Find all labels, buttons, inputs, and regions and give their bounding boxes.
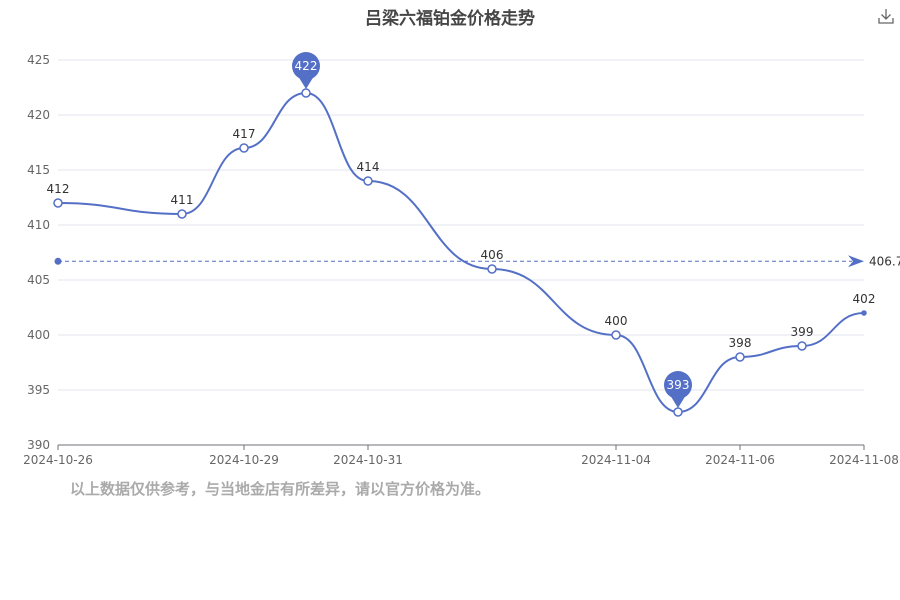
x-tick-label: 2024-10-26 (23, 453, 93, 467)
x-tick-label: 2024-11-06 (705, 453, 775, 467)
data-point (53, 198, 63, 208)
average-start-dot (54, 257, 62, 265)
data-label: 411 (171, 193, 194, 207)
data-point (797, 341, 807, 351)
y-tick-label: 400 (27, 328, 50, 342)
extreme-markers: 422 393 (292, 52, 692, 408)
y-tick-label: 425 (27, 53, 50, 67)
data-label: 399 (791, 325, 814, 339)
y-tick-label: 415 (27, 163, 50, 177)
min-marker-label: 393 (667, 378, 690, 392)
min-marker-pin (664, 371, 692, 399)
y-tick-label: 390 (27, 438, 50, 452)
max-marker-label: 422 (295, 59, 318, 73)
data-label: 400 (605, 314, 628, 328)
y-tick-label: 410 (27, 218, 50, 232)
x-tick-label: 2024-10-29 (209, 453, 279, 467)
data-point (363, 176, 373, 186)
download-icon[interactable] (876, 6, 896, 26)
data-label: 412 (47, 182, 70, 196)
series-line (57, 91, 865, 414)
average-arrow-icon (848, 255, 864, 268)
average-label: 406.7 (869, 254, 900, 268)
price-line (57, 91, 865, 414)
footnote: 以上数据仅供参考，与当地金店有所差异，请以官方价格为准。 (70, 480, 491, 498)
data-label: 417 (233, 127, 256, 141)
grid-lines (58, 59, 864, 391)
max-marker-pin (292, 52, 320, 80)
chart-title: 吕梁六福铂金价格走势 (365, 9, 535, 29)
x-tick-label: 2024-11-04 (581, 453, 651, 467)
data-label: 398 (729, 336, 752, 350)
data-label: 414 (357, 160, 380, 174)
y-tick-label: 405 (27, 273, 50, 287)
average-line: 406.7 (54, 254, 900, 268)
x-tick-label: 2024-11-08 (829, 453, 899, 467)
x-tick-label: 2024-10-31 (333, 453, 403, 467)
data-point (861, 310, 867, 316)
data-point (487, 264, 497, 274)
data-point (301, 88, 311, 98)
data-point (673, 407, 683, 417)
data-point (735, 352, 745, 362)
data-point (177, 209, 187, 219)
y-tick-label: 420 (27, 108, 50, 122)
y-tick-label: 395 (27, 383, 50, 397)
data-label: 402 (853, 292, 876, 306)
data-point (611, 330, 621, 340)
data-points: 412 411 417 414 406 400 398 399 402 (47, 88, 876, 417)
axes: 390 395 400 405 410 415 420 425 2024-10-26 2024-1… (23, 53, 899, 467)
data-label: 406 (481, 248, 504, 262)
data-point (239, 143, 249, 153)
